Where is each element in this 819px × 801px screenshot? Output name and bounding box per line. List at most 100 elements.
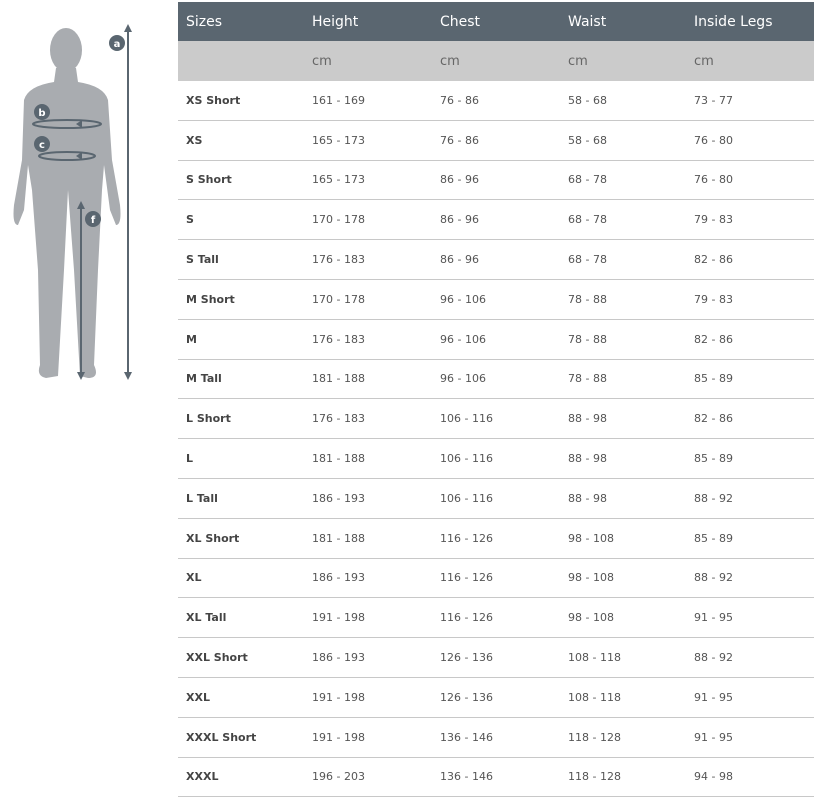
cell-chest: 96 - 106 <box>432 319 560 360</box>
table-row: M Short 170 - 178 96 - 106 78 - 88 79 - 83 <box>178 279 814 320</box>
cell-chest: 136 - 146 <box>432 757 560 798</box>
cell-chest: 126 - 136 <box>432 677 560 718</box>
label-b: b <box>38 108 45 119</box>
cell-size: XXL <box>178 677 304 718</box>
table-row: L Tall 186 - 193 106 - 116 88 - 98 88 - 92 <box>178 478 814 519</box>
cell-chest: 76 - 86 <box>432 120 560 161</box>
table-row: S 170 - 178 86 - 96 68 - 78 79 - 83 <box>178 199 814 241</box>
cell-chest: 106 - 116 <box>432 398 560 440</box>
cell-waist: 58 - 68 <box>560 81 686 121</box>
cell-inside-legs: 76 - 80 <box>686 160 814 201</box>
table-row: XL 186 - 193 116 - 126 98 - 108 88 - 92 <box>178 558 814 599</box>
cell-waist: 98 - 108 <box>560 558 686 599</box>
cell-height: 181 - 188 <box>304 359 432 400</box>
cell-height: 176 - 183 <box>304 319 432 360</box>
cell-height: 181 - 188 <box>304 438 432 479</box>
table-row: XS Short 161 - 169 76 - 86 58 - 68 73 - 77 <box>178 81 814 121</box>
table-row: S Tall 176 - 183 86 - 96 68 - 78 82 - 86 <box>178 239 814 280</box>
cell-chest: 116 - 126 <box>432 558 560 599</box>
body-silhouette <box>13 28 121 378</box>
cell-size: S Tall <box>178 239 304 280</box>
cell-waist: 118 - 128 <box>560 757 686 798</box>
label-f: f <box>91 215 96 226</box>
cell-inside-legs: 88 - 92 <box>686 637 814 678</box>
cell-inside-legs: 79 - 83 <box>686 279 814 320</box>
cell-waist: 78 - 88 <box>560 319 686 360</box>
cell-height: 170 - 178 <box>304 279 432 320</box>
cell-size: L Short <box>178 398 304 440</box>
cell-size: L <box>178 438 304 479</box>
table-row: XXXL 196 - 203 136 - 146 118 - 128 94 - 98 <box>178 757 814 798</box>
cell-size: XXXL Short <box>178 717 304 758</box>
cell-chest: 116 - 126 <box>432 518 560 559</box>
label-c-badge <box>34 136 50 152</box>
header-size: Sizes <box>178 2 304 41</box>
cell-waist: 78 - 88 <box>560 359 686 400</box>
cell-waist: 58 - 68 <box>560 120 686 161</box>
cell-inside-legs: 82 - 86 <box>686 319 814 360</box>
table-row: L Short 176 - 183 106 - 116 88 - 98 82 - 86 <box>178 398 814 440</box>
cell-waist: 88 - 98 <box>560 478 686 519</box>
cell-size: S Short <box>178 160 304 201</box>
cell-size: XS Short <box>178 81 304 121</box>
cell-waist: 68 - 78 <box>560 199 686 241</box>
cell-waist: 118 - 128 <box>560 717 686 758</box>
table-row: M Tall 181 - 188 96 - 106 78 - 88 85 - 89 <box>178 359 814 400</box>
cell-height: 170 - 178 <box>304 199 432 241</box>
header-inside-legs: Inside Legs <box>686 2 814 41</box>
cell-chest: 96 - 106 <box>432 279 560 320</box>
cell-height: 165 - 173 <box>304 120 432 161</box>
cell-inside-legs: 91 - 95 <box>686 597 814 639</box>
cell-size: XXXL <box>178 757 304 798</box>
cell-chest: 126 - 136 <box>432 637 560 678</box>
cell-chest: 116 - 126 <box>432 597 560 639</box>
cell-size: XL Tall <box>178 597 304 639</box>
cell-height: 191 - 198 <box>304 597 432 639</box>
cell-height: 176 - 183 <box>304 239 432 280</box>
header-chest: Chest <box>432 2 560 41</box>
cell-chest: 106 - 116 <box>432 478 560 519</box>
cell-inside-legs: 82 - 86 <box>686 239 814 280</box>
cell-inside-legs: 79 - 83 <box>686 199 814 241</box>
cell-waist: 108 - 118 <box>560 677 686 718</box>
units-row: cm cm cm cm <box>178 41 814 81</box>
cell-size: XXL Short <box>178 637 304 678</box>
body-measurement-figure: a b c f <box>13 24 132 380</box>
table-row: L 181 - 188 106 - 116 88 - 98 85 - 89 <box>178 438 814 479</box>
cell-size: XS <box>178 120 304 161</box>
header-height: Height <box>304 2 432 41</box>
cell-size: M Short <box>178 279 304 320</box>
table-row: XXL 191 - 198 126 - 136 108 - 118 91 - 95 <box>178 677 814 718</box>
label-f-badge <box>85 211 101 227</box>
size-chart-table: Sizes Height Chest Waist Inside Legs cm cm cm c… <box>178 2 814 798</box>
cell-inside-legs: 88 - 92 <box>686 558 814 599</box>
cell-height: 161 - 169 <box>304 81 432 121</box>
cell-waist: 88 - 98 <box>560 438 686 479</box>
cell-chest: 96 - 106 <box>432 359 560 400</box>
cell-waist: 68 - 78 <box>560 239 686 280</box>
cell-chest: 86 - 96 <box>432 160 560 201</box>
cell-inside-legs: 73 - 77 <box>686 81 814 121</box>
cell-size: M <box>178 319 304 360</box>
cell-waist: 88 - 98 <box>560 398 686 440</box>
cell-size: L Tall <box>178 478 304 519</box>
table-row: M 176 - 183 96 - 106 78 - 88 82 - 86 <box>178 319 814 360</box>
cell-size: S <box>178 199 304 241</box>
label-b-badge <box>34 104 50 120</box>
cell-inside-legs: 85 - 89 <box>686 518 814 559</box>
cell-size: XL Short <box>178 518 304 559</box>
unit-size <box>178 41 304 81</box>
cell-inside-legs: 91 - 95 <box>686 717 814 758</box>
cell-inside-legs: 94 - 98 <box>686 757 814 798</box>
cell-inside-legs: 76 - 80 <box>686 120 814 161</box>
unit-height: cm <box>304 41 432 81</box>
cell-chest: 76 - 86 <box>432 81 560 121</box>
cell-height: 186 - 193 <box>304 558 432 599</box>
cell-waist: 78 - 88 <box>560 279 686 320</box>
cell-inside-legs: 85 - 89 <box>686 359 814 400</box>
header-row: Sizes Height Chest Waist Inside Legs <box>178 2 814 41</box>
cell-height: 176 - 183 <box>304 398 432 440</box>
cell-inside-legs: 91 - 95 <box>686 677 814 718</box>
cell-chest: 86 - 96 <box>432 239 560 280</box>
cell-height: 186 - 193 <box>304 478 432 519</box>
